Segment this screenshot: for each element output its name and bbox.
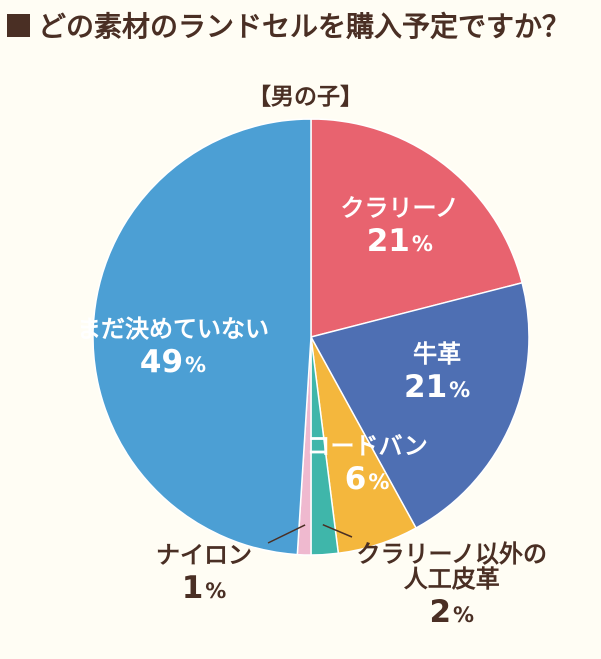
slice-label-5: まだ決めていない 49% [77,315,269,379]
slice-value-unit-2: % [368,470,390,495]
slice-name-3-line-1: 人工皮革 [403,565,500,594]
slice-value-unit-4: % [205,579,227,604]
slice-value-3: 2% [357,596,548,629]
slice-name-5-line-0: まだ決めていない [77,315,269,343]
slice-value-number-3: 2 [429,594,452,631]
slice-label-4: ナイロン 1% [156,541,252,605]
pie-slice-0 [310,118,524,338]
chart-title-text: どの素材のランドセルを購入予定ですか？ [38,10,571,43]
slice-value-unit-1: % [449,378,471,403]
pie-slice-1 [309,281,530,530]
slice-label-0: クラリーノ 21% [340,194,460,258]
slice-value-unit-0: % [411,232,433,257]
slice-name-4-line-0: ナイロン [156,541,252,569]
slice-value-4: 1% [156,572,252,605]
square-bullet-icon [7,13,30,37]
pie-slice-5 [92,118,312,556]
slice-label-1: 牛革 21% [404,340,470,404]
slice-value-number-2: 6 [344,461,367,498]
slice-value-number-0: 21 [366,223,410,260]
slice-value-1: 21% [404,371,470,404]
slice-value-number-5: 49 [139,344,184,381]
slice-name-1-line-0: 牛革 [413,340,462,368]
slice-name-3-line-0: クラリーノ以外の [356,540,548,568]
slice-value-number-4: 1 [181,570,204,607]
slice-name-0-line-0: クラリーノ [340,194,460,222]
slice-value-5: 49% [77,346,269,379]
leader-line-3 [322,523,353,538]
slice-value-0: 21% [341,225,460,258]
slice-value-unit-3: % [453,603,475,628]
slice-name-2-line-0: コードバン [306,432,428,460]
slice-value-2: 6% [307,463,428,496]
leader-line-4 [267,524,306,544]
slice-label-3: クラリーノ以外の 人工皮革 2% [356,540,548,629]
chart-subtitle: 【男の子】 [248,84,363,110]
slice-value-unit-5: % [185,353,207,378]
chart-title: どの素材のランドセルを購入予定ですか？ [0,2,601,48]
slice-value-number-1: 21 [404,369,448,406]
slice-label-2: コードバン 6% [306,432,428,496]
